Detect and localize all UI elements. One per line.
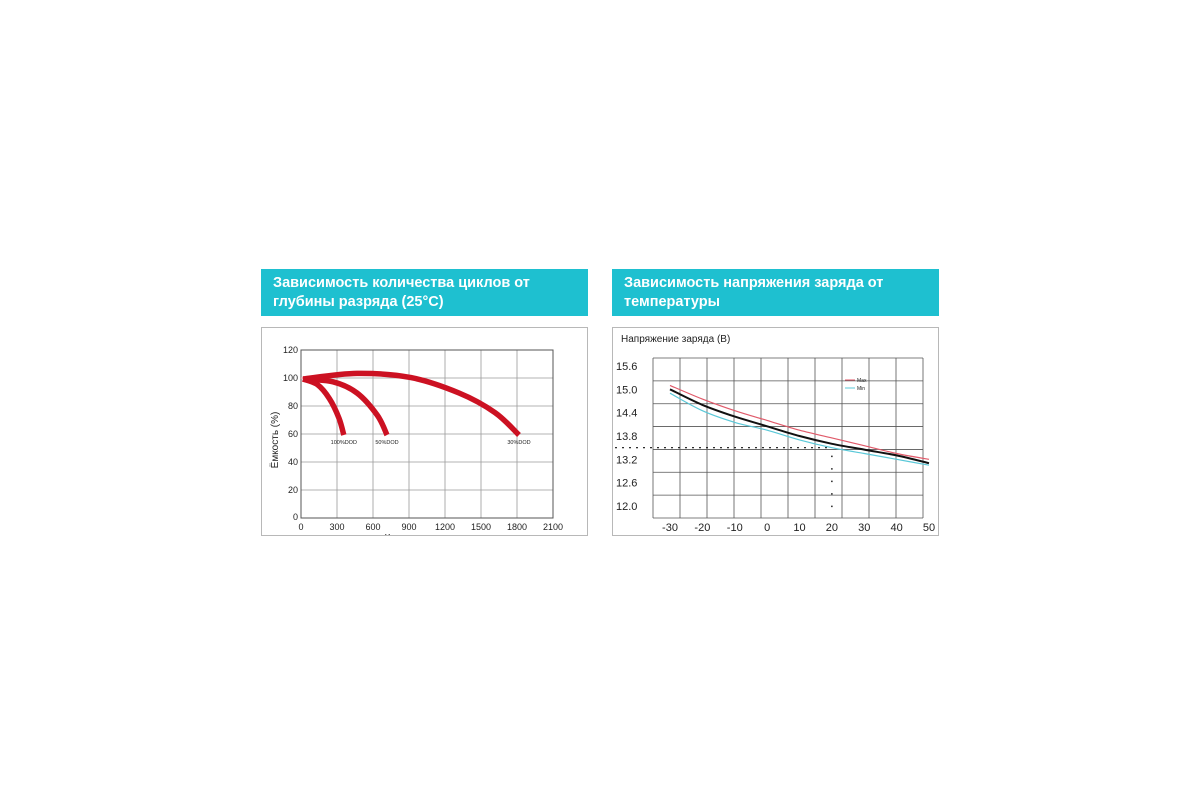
voltage-temp-panel: Зависимость напряжения заряда от темпера…	[612, 269, 939, 536]
legend: Max Min	[845, 378, 867, 392]
x-tick-label: 30	[858, 522, 870, 534]
y-tick-label: 13.2	[616, 454, 637, 466]
x-tick-label: 600	[365, 522, 380, 532]
series-label: 100%DOD	[331, 440, 357, 446]
y-tick-label: 12.0	[616, 501, 637, 513]
voltage-temp-svg: Напряжение заряда (В) 12.0 12.6 13.2 13.8 14.…	[615, 334, 935, 534]
x-tick-label: 0	[298, 522, 303, 532]
x-tick-label: 10	[793, 522, 805, 534]
x-tick-label: 300	[329, 522, 344, 532]
x-tick-label: 0	[764, 522, 770, 534]
series-line	[669, 388, 930, 465]
legend-label: Min	[857, 386, 865, 392]
y-tick-label: 20	[288, 485, 298, 495]
voltage-temp-chart: Напряжение заряда (В) 12.0 12.6 13.2 13.8 14.…	[612, 327, 939, 536]
cycle-life-chart: 0 300 600 900 1200 1500 1800 2100 0 20 40 60 80 100 12…	[261, 327, 588, 536]
x-tick-label: 900	[401, 522, 416, 532]
cycle-life-header: Зависимость количества циклов от глубины…	[261, 269, 588, 316]
y-axis-label: Ёмкость (%)	[269, 412, 281, 469]
x-tick-label: 20	[826, 522, 838, 534]
y-tick-label: 40	[288, 457, 298, 467]
cycle-life-svg: 0 300 600 900 1200 1500 1800 2100 0 20 40 60 80 100 12…	[269, 345, 563, 535]
cycle-life-panel: Зависимость количества циклов от глубины…	[261, 269, 588, 536]
series-band	[302, 376, 347, 436]
legend-label: Max	[857, 378, 867, 384]
y-tick-label: 15.6	[616, 361, 637, 373]
y-axis-title: Напряжение заряда (В)	[621, 334, 730, 345]
y-tick-label: 13.8	[616, 431, 637, 443]
y-tick-label: 80	[288, 401, 298, 411]
plot-frame	[300, 349, 554, 519]
x-tick-label: 1500	[471, 522, 491, 532]
x-tick-label: 50	[923, 522, 935, 534]
y-tick-label: 14.4	[616, 408, 637, 420]
x-tick-label: 1200	[435, 522, 455, 532]
x-tick-label: 2100	[543, 522, 563, 532]
series-line	[669, 392, 930, 466]
y-tick-label: 0	[293, 512, 298, 522]
y-tick-label: 60	[288, 429, 298, 439]
y-tick-label: 100	[283, 373, 298, 383]
series-band	[302, 376, 390, 437]
series-label: 30%DOD	[507, 440, 530, 446]
x-tick-label: 40	[891, 522, 903, 534]
x-tick-label: -10	[727, 522, 743, 534]
x-axis-label: Количество циклов	[384, 533, 473, 535]
y-tick-label: 12.6	[616, 478, 637, 490]
series-line	[669, 384, 930, 460]
x-tick-label: -20	[694, 522, 710, 534]
grid	[652, 357, 924, 519]
voltage-temp-header: Зависимость напряжения заряда от темпера…	[612, 269, 939, 316]
y-tick-label: 15.0	[616, 384, 637, 396]
y-tick-label: 120	[283, 345, 298, 355]
series-band	[302, 370, 521, 438]
x-tick-label: -30	[662, 522, 678, 534]
series-label: 50%DOD	[375, 440, 398, 446]
x-tick-label: 1800	[507, 522, 527, 532]
